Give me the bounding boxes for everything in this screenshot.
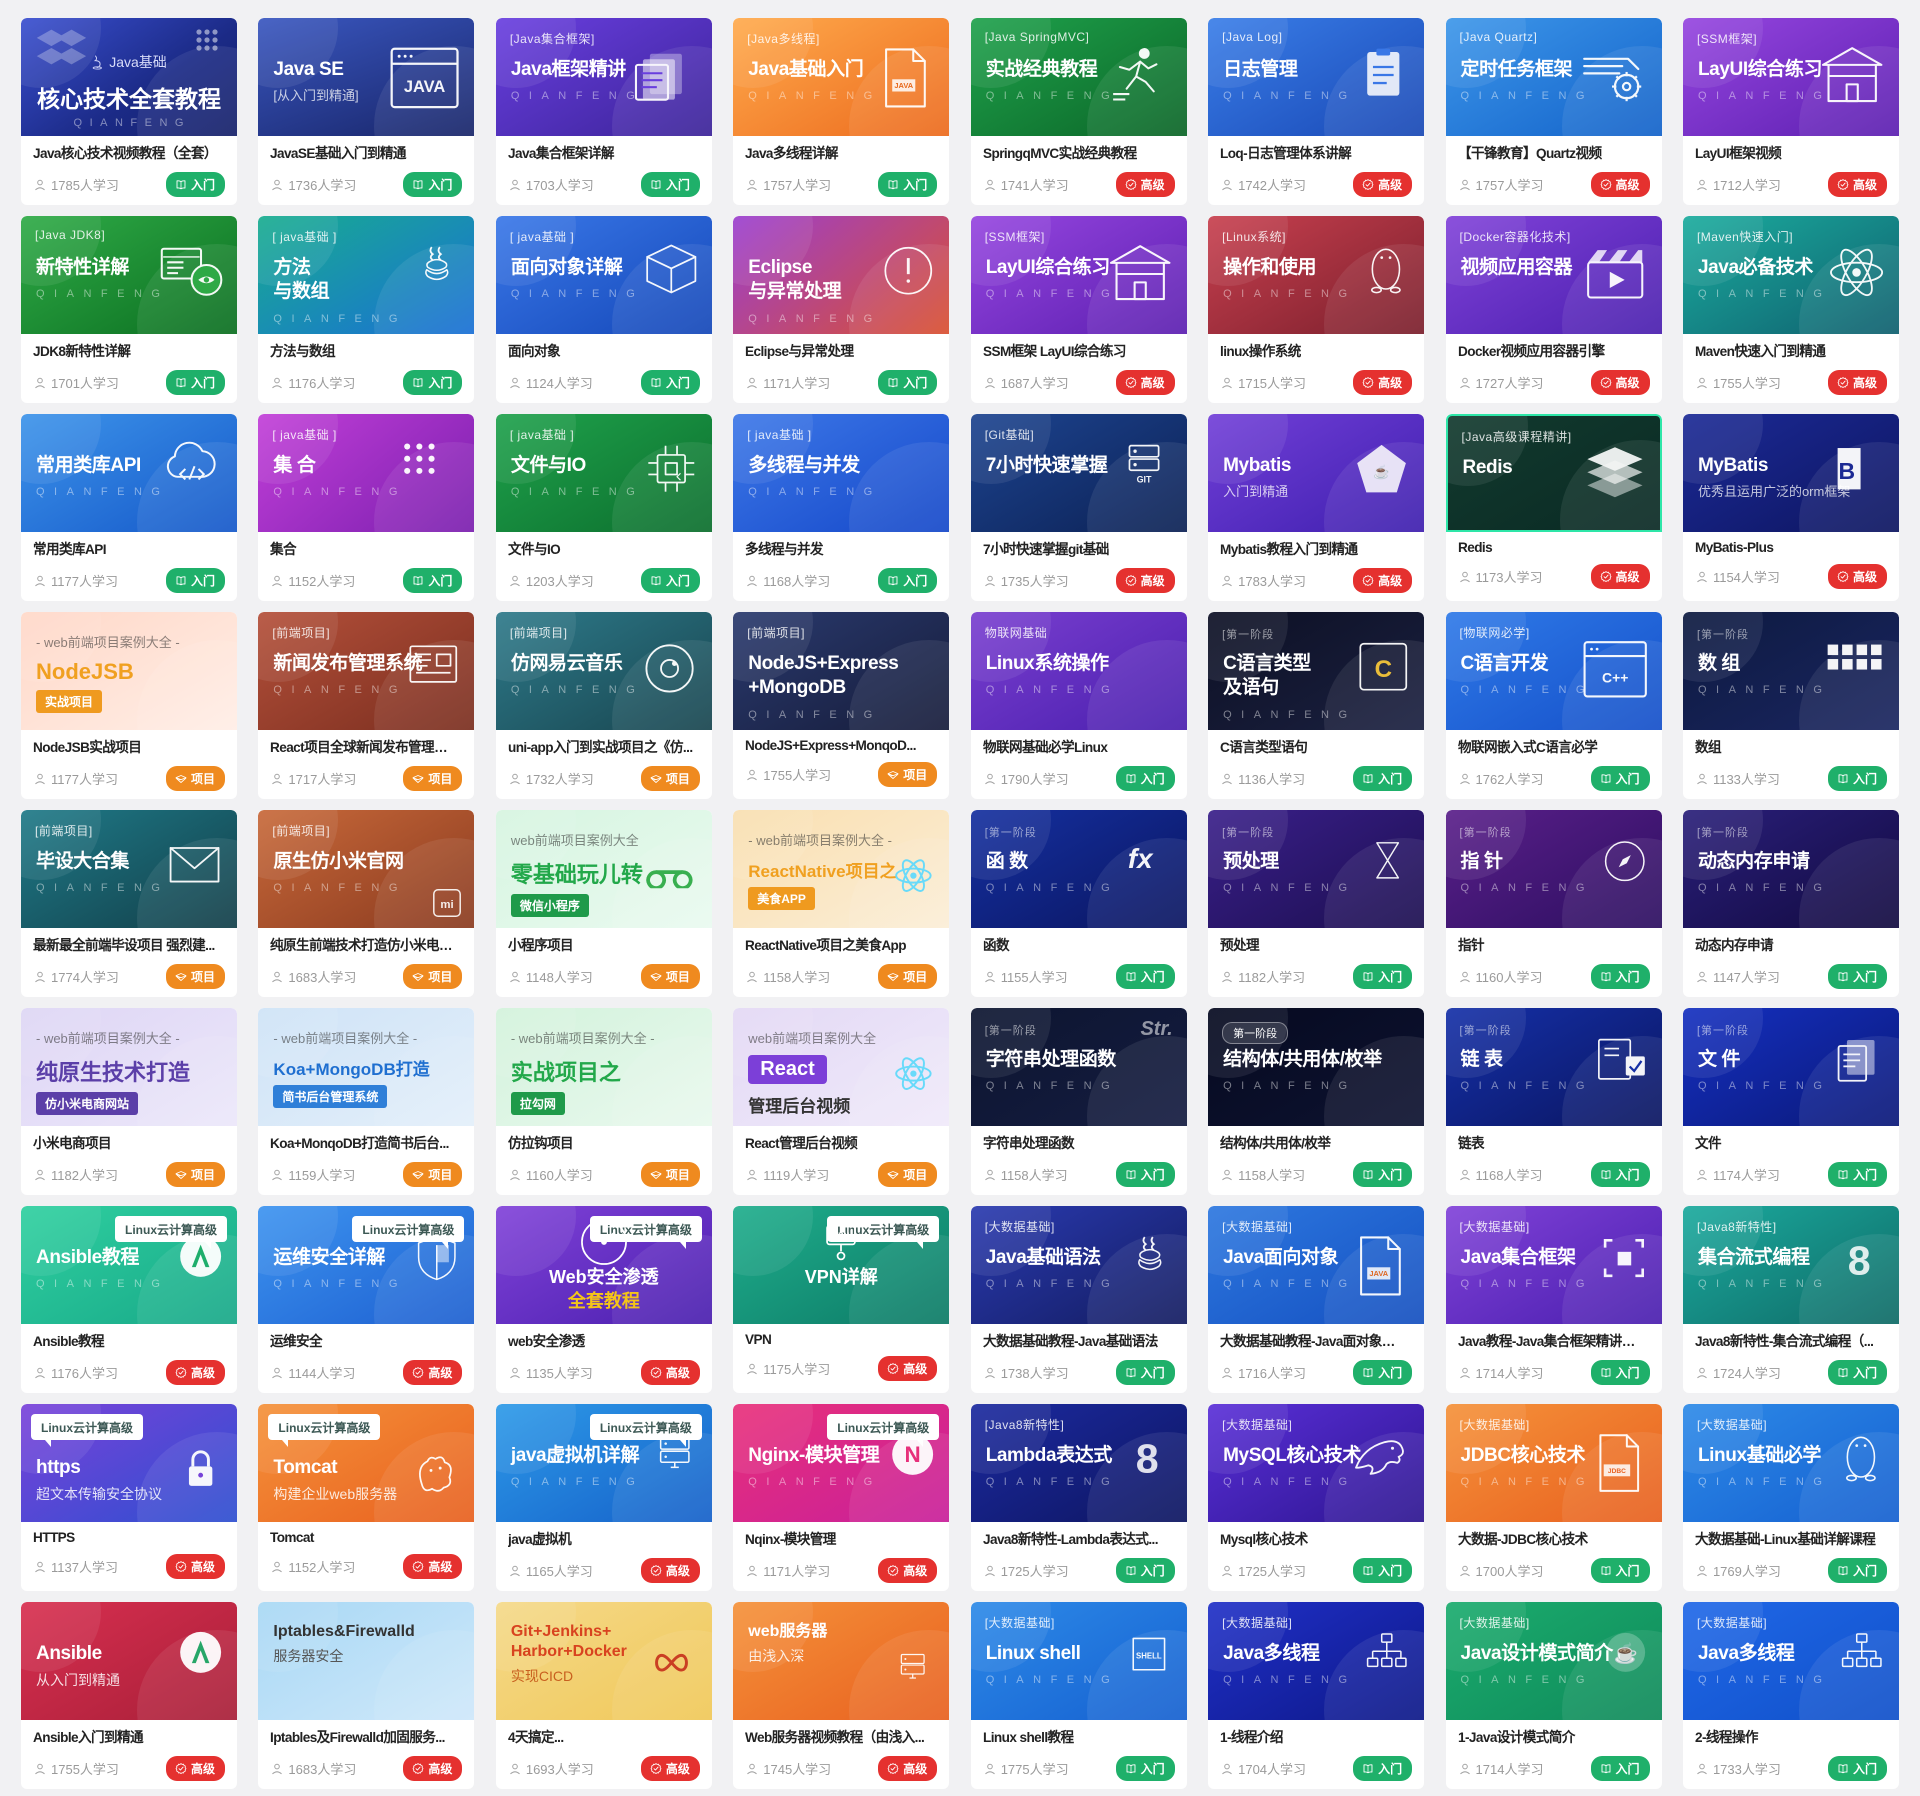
svg-text:JAVA: JAVA (404, 78, 446, 96)
svg-text:fx: fx (1128, 843, 1154, 874)
svg-text:C: C (1375, 656, 1392, 683)
svg-text:JAVA: JAVA (1369, 1269, 1388, 1278)
svg-text:☕: ☕ (1373, 464, 1390, 480)
svg-text:☕: ☕ (1613, 1641, 1637, 1665)
svg-text:8: 8 (1848, 1237, 1871, 1283)
svg-text:N: N (905, 1442, 921, 1467)
svg-text:JDBC: JDBC (1607, 1468, 1625, 1475)
svg-text:mi: mi (441, 899, 454, 911)
svg-text:8: 8 (1135, 1435, 1158, 1481)
svg-text:JAVA: JAVA (895, 81, 914, 90)
svg-text:VPN: VPN (833, 1232, 850, 1241)
svg-text:C++: C++ (1602, 670, 1628, 686)
svg-text:B: B (1838, 458, 1855, 484)
svg-text:GIT: GIT (1136, 475, 1151, 485)
svg-text:SHELL: SHELL (1136, 1651, 1162, 1660)
